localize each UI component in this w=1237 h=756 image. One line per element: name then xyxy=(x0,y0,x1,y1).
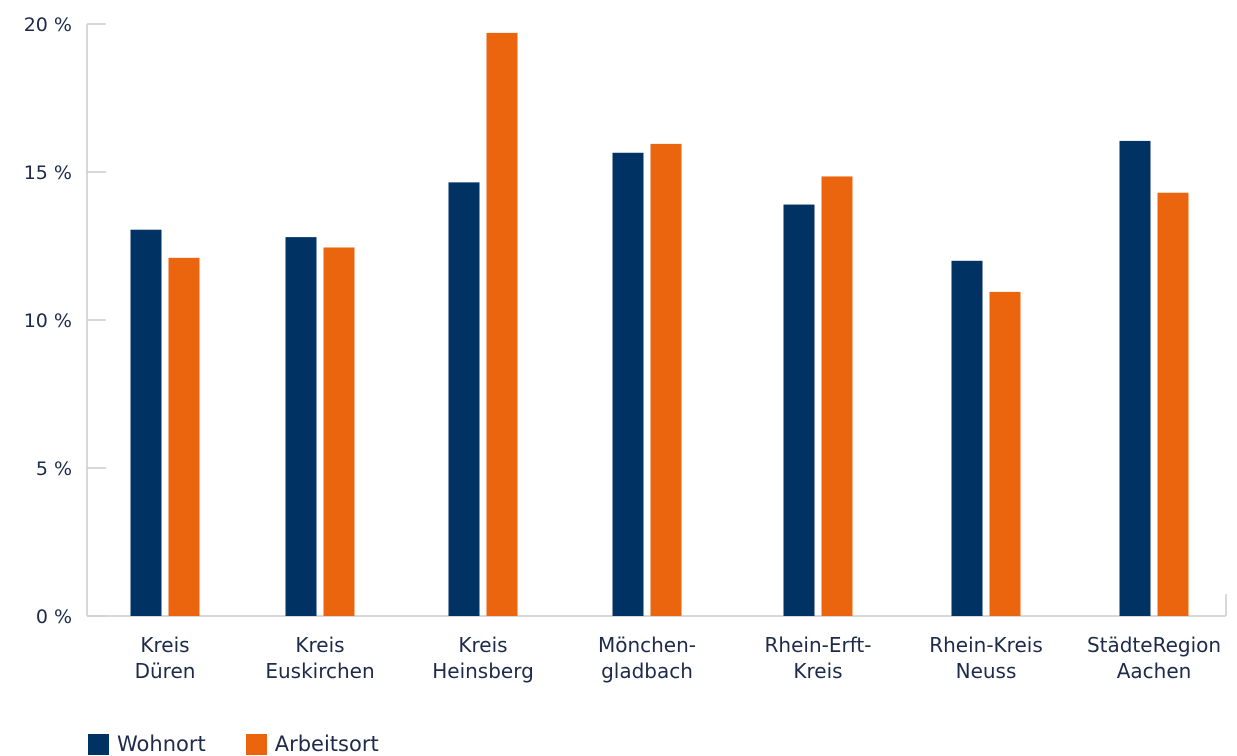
x-category-label-line: Rhein-Kreis xyxy=(929,633,1043,657)
bar-arbeitsort-3[interactable] xyxy=(650,143,682,616)
bar-wohnort-5[interactable] xyxy=(951,260,983,616)
bar-arbeitsort-4[interactable] xyxy=(821,176,853,616)
legend-swatch-arbeitsort xyxy=(245,733,267,755)
legend-label-wohnort: Wohnort xyxy=(117,732,206,756)
bar-wohnort-4[interactable] xyxy=(783,204,815,616)
x-category-label: Rhein-Kreis Neuss xyxy=(929,633,1043,683)
bar-wohnort-2[interactable] xyxy=(448,182,480,617)
x-category-label-line: Kreis xyxy=(140,633,189,657)
bar-arbeitsort-1[interactable] xyxy=(323,247,355,617)
x-category-label: Kreis Düren xyxy=(135,633,196,683)
legend: Wohnort Arbeitsort xyxy=(88,732,379,756)
x-category-label-line: Neuss xyxy=(956,659,1017,683)
x-category-label: Kreis Heinsberg xyxy=(432,633,534,683)
legend-swatch-wohnort xyxy=(88,733,109,755)
bar-arbeitsort-6[interactable] xyxy=(1157,192,1189,616)
bar-wohnort-3[interactable] xyxy=(612,152,644,616)
bars xyxy=(130,32,1189,617)
x-category-label-line: gladbach xyxy=(601,659,693,683)
y-tick-label: 15 % xyxy=(24,162,72,184)
y-tick-label: 0 % xyxy=(36,606,72,628)
legend-item-arbeitsort[interactable]: Arbeitsort xyxy=(245,732,379,756)
legend-item-wohnort[interactable]: Wohnort xyxy=(88,732,206,756)
x-category-label: Kreis Euskirchen xyxy=(265,633,374,683)
bar-wohnort-6[interactable] xyxy=(1119,140,1151,617)
bar-arbeitsort-2[interactable] xyxy=(486,32,518,616)
x-category-label-line: Heinsberg xyxy=(432,659,534,683)
x-category-label-line: Euskirchen xyxy=(265,659,374,683)
x-category-label-line: Aachen xyxy=(1117,659,1192,683)
x-category-label: Rhein-Erft-Kreis xyxy=(765,633,872,683)
x-category-label-line: Mönchen- xyxy=(598,633,696,657)
bar-arbeitsort-0[interactable] xyxy=(168,257,200,616)
x-category-label-line: Kreis xyxy=(458,633,507,657)
y-tick-label: 5 % xyxy=(36,458,72,480)
x-category-label-line: Rhein-Erft- xyxy=(765,633,872,657)
y-tick-label: 20 % xyxy=(24,14,72,36)
bar-arbeitsort-5[interactable] xyxy=(989,291,1021,616)
y-axis: 0 % 5 % 10 % 15 % 20 % xyxy=(24,14,106,628)
legend-label-arbeitsort: Arbeitsort xyxy=(274,732,379,756)
x-category-label-line: StädteRegion xyxy=(1087,633,1221,657)
x-category-label-line: Düren xyxy=(135,659,196,683)
bar-wohnort-0[interactable] xyxy=(130,229,162,616)
x-category-label: StädteRegion Aachen xyxy=(1087,633,1221,683)
x-category-label: Mönchen-gladbach xyxy=(598,633,696,683)
bar-wohnort-1[interactable] xyxy=(285,237,317,616)
x-category-label-line: Kreis xyxy=(793,659,842,683)
y-tick-label: 10 % xyxy=(24,310,72,332)
x-category-label-line: Kreis xyxy=(295,633,344,657)
